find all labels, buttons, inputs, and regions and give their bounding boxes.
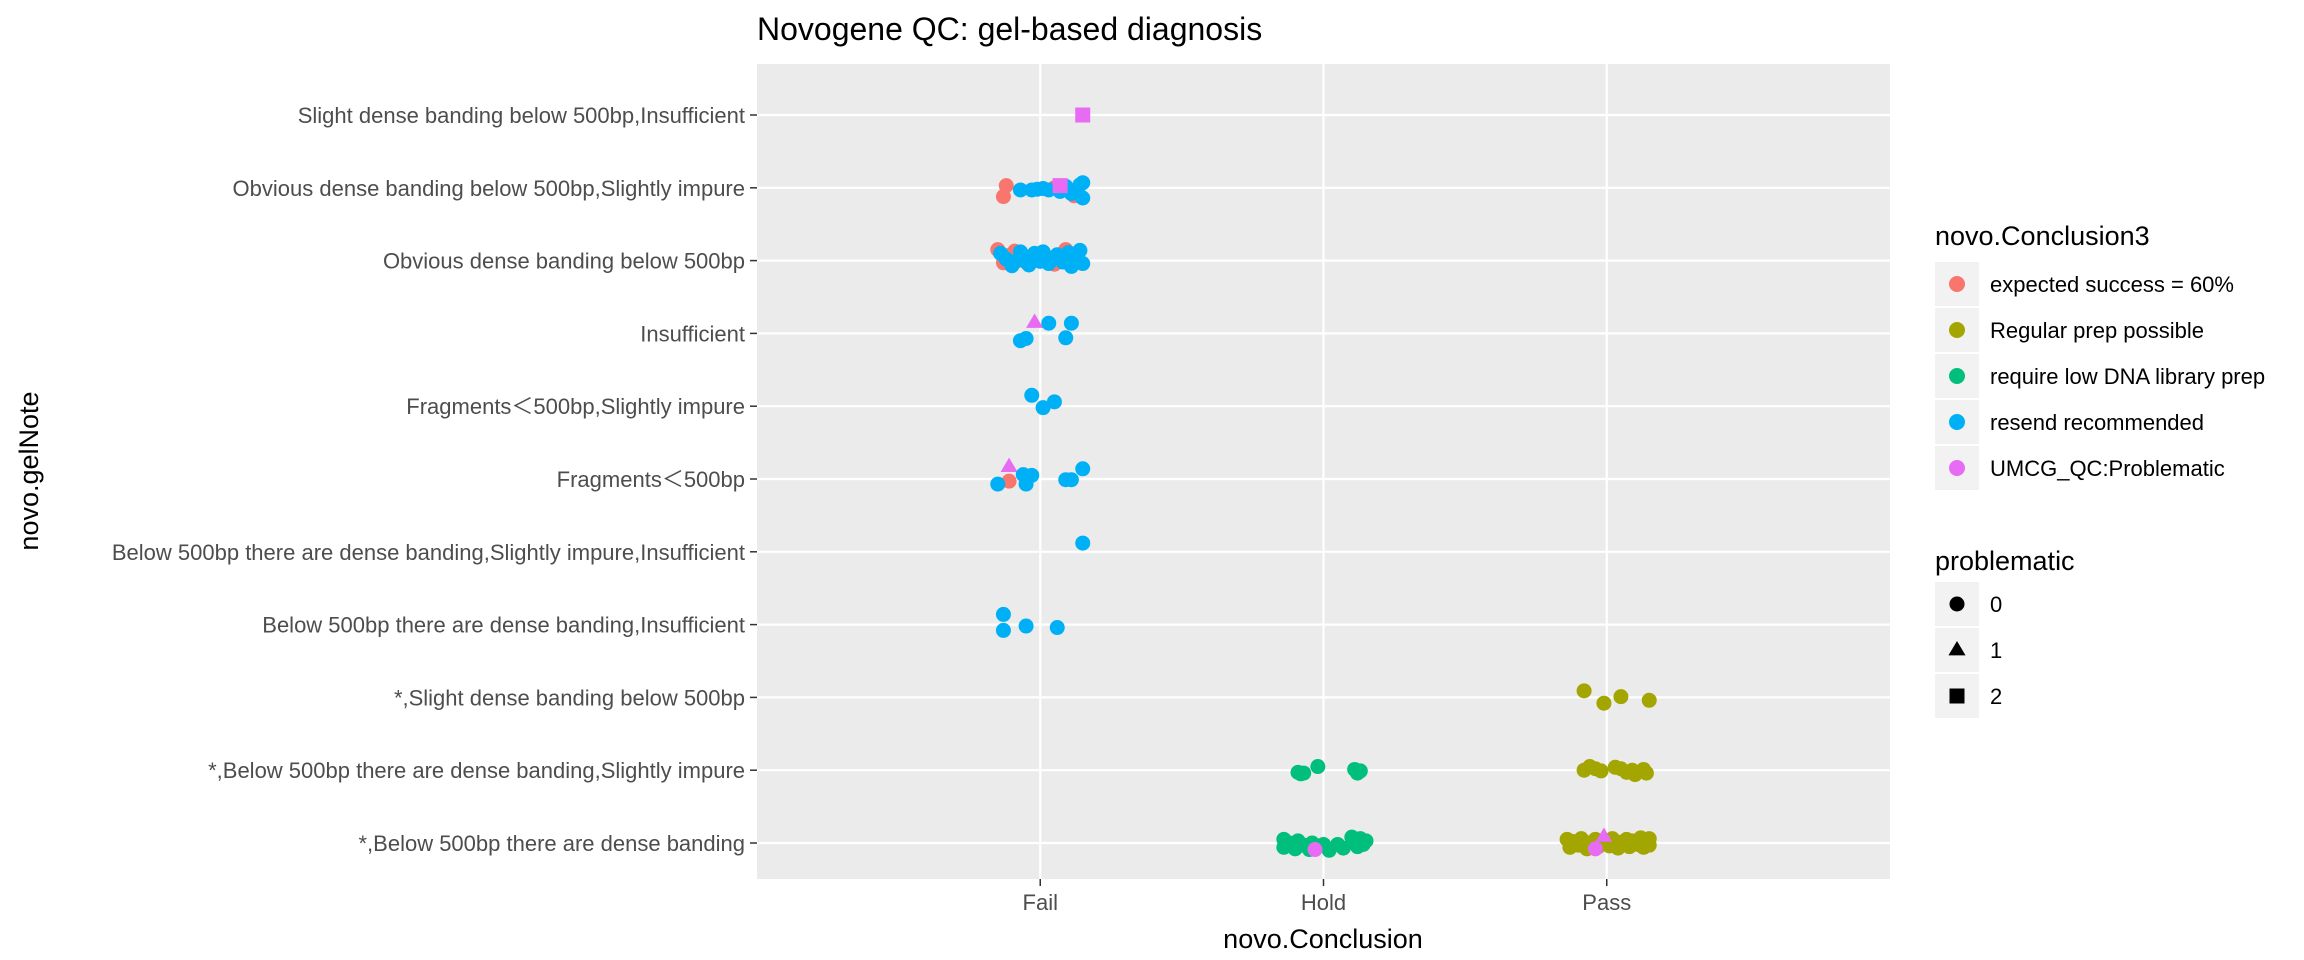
data-point-circle (1307, 842, 1323, 858)
color-legend-label: UMCG_QC:Problematic (1990, 456, 2225, 481)
data-point-circle (1638, 765, 1654, 781)
legend-key-point (1949, 414, 1965, 430)
data-point-circle (1075, 256, 1091, 272)
data-point-circle (1018, 618, 1034, 634)
data-point-circle (1075, 175, 1091, 191)
data-point-circle (1041, 182, 1057, 198)
data-point-circle (1049, 620, 1065, 636)
y-tick-label: Obvious dense banding below 500bp (383, 249, 745, 274)
data-point-circle (1035, 244, 1051, 260)
data-point-circle (1063, 315, 1079, 331)
data-point-circle (1024, 387, 1040, 403)
y-tick-label: *,Slight dense banding below 500bp (394, 685, 745, 710)
data-point-triangle (1000, 457, 1018, 473)
legend-key-point (1949, 460, 1965, 476)
data-point-circle (1641, 831, 1657, 847)
legend-key-point (1949, 276, 1965, 292)
legend-key-circle (1949, 596, 1965, 612)
shape-legend-label: 2 (1990, 684, 2002, 709)
y-tick-label: Fragments＜500bp,Slightly impure (406, 394, 745, 419)
data-point-circle (1072, 242, 1088, 258)
data-point-circle (1075, 461, 1091, 477)
data-point-circle (1358, 833, 1374, 849)
x-tick-label: Hold (1301, 890, 1346, 915)
data-point-circle (1352, 763, 1368, 779)
data-point-circle (990, 476, 1006, 492)
x-tick-label: Pass (1582, 890, 1631, 915)
data-point-circle (1587, 841, 1603, 857)
color-legend-label: resend recommended (1990, 410, 2204, 435)
y-tick-label: *,Below 500bp there are dense banding,Sl… (208, 758, 745, 783)
data-point-circle (1046, 394, 1062, 410)
y-tick-label: Below 500bp there are dense banding,Insu… (262, 613, 745, 638)
data-point-circle (1058, 330, 1074, 346)
data-point-circle (995, 622, 1011, 638)
data-point-circle (1596, 695, 1612, 711)
chart-title: Novogene QC: gel-based diagnosis (757, 11, 1262, 47)
color-legend-label: require low DNA library prep (1990, 364, 2265, 389)
color-legend-label: Regular prep possible (1990, 318, 2204, 343)
data-point-circle (1012, 182, 1028, 198)
data-points (990, 107, 1657, 858)
y-axis-title: novo.gelNote (14, 391, 44, 550)
y-tick-label: Insufficient (640, 321, 745, 346)
data-point-circle (998, 178, 1014, 194)
shape-legend-label: 0 (1990, 592, 2002, 617)
color-legend-title: novo.Conclusion3 (1935, 221, 2150, 251)
data-point-circle (1576, 683, 1592, 699)
data-point-circle (1613, 689, 1629, 705)
shape-legend-title: problematic (1935, 546, 2075, 576)
data-point-square (1075, 107, 1091, 123)
data-point-circle (1018, 330, 1034, 346)
legend-key-square (1949, 688, 1965, 704)
x-axis: Fail Hold Pass (1023, 879, 1631, 915)
data-point-triangle (1026, 313, 1044, 328)
y-tick-label: Below 500bp there are dense banding,Slig… (112, 540, 745, 565)
data-point-circle (1075, 535, 1091, 551)
data-point-square (1052, 178, 1068, 194)
data-point-circle (1041, 315, 1057, 331)
data-point-circle (1335, 840, 1351, 856)
data-point-circle (1035, 400, 1051, 416)
legend-key-point (1949, 368, 1965, 384)
data-point-circle (1063, 472, 1079, 488)
data-point-circle (995, 606, 1011, 622)
data-point-circle (1021, 257, 1037, 273)
x-tick-label: Fail (1023, 890, 1058, 915)
data-point-circle (1296, 765, 1312, 781)
x-axis-title: novo.Conclusion (1223, 924, 1423, 954)
data-point-triangle (1595, 827, 1613, 842)
y-axis: *,Below 500bp there are dense banding *,B… (112, 103, 757, 856)
legend-key-triangle (1948, 641, 1966, 656)
color-legend: novo.Conclusion3 expected success = 60% R… (1935, 221, 2265, 490)
y-tick-label: *,Below 500bp there are dense banding (358, 831, 745, 856)
y-tick-label: Slight dense banding below 500bp,Insuffi… (298, 103, 745, 128)
y-tick-label: Obvious dense banding below 500bp,Slight… (233, 176, 745, 201)
data-point-circle (1593, 763, 1609, 779)
data-point-circle (1641, 692, 1657, 708)
shape-legend: problematic 0 1 2 (1935, 546, 2075, 718)
data-point-circle (1024, 467, 1040, 483)
data-point-circle (1001, 473, 1017, 489)
legend-key-point (1949, 322, 1965, 338)
data-point-circle (1075, 190, 1091, 206)
y-tick-label: Fragments＜500bp (557, 467, 745, 492)
shape-legend-label: 1 (1990, 638, 2002, 663)
data-point-circle (1310, 759, 1326, 775)
color-legend-label: expected success = 60% (1990, 272, 2234, 297)
